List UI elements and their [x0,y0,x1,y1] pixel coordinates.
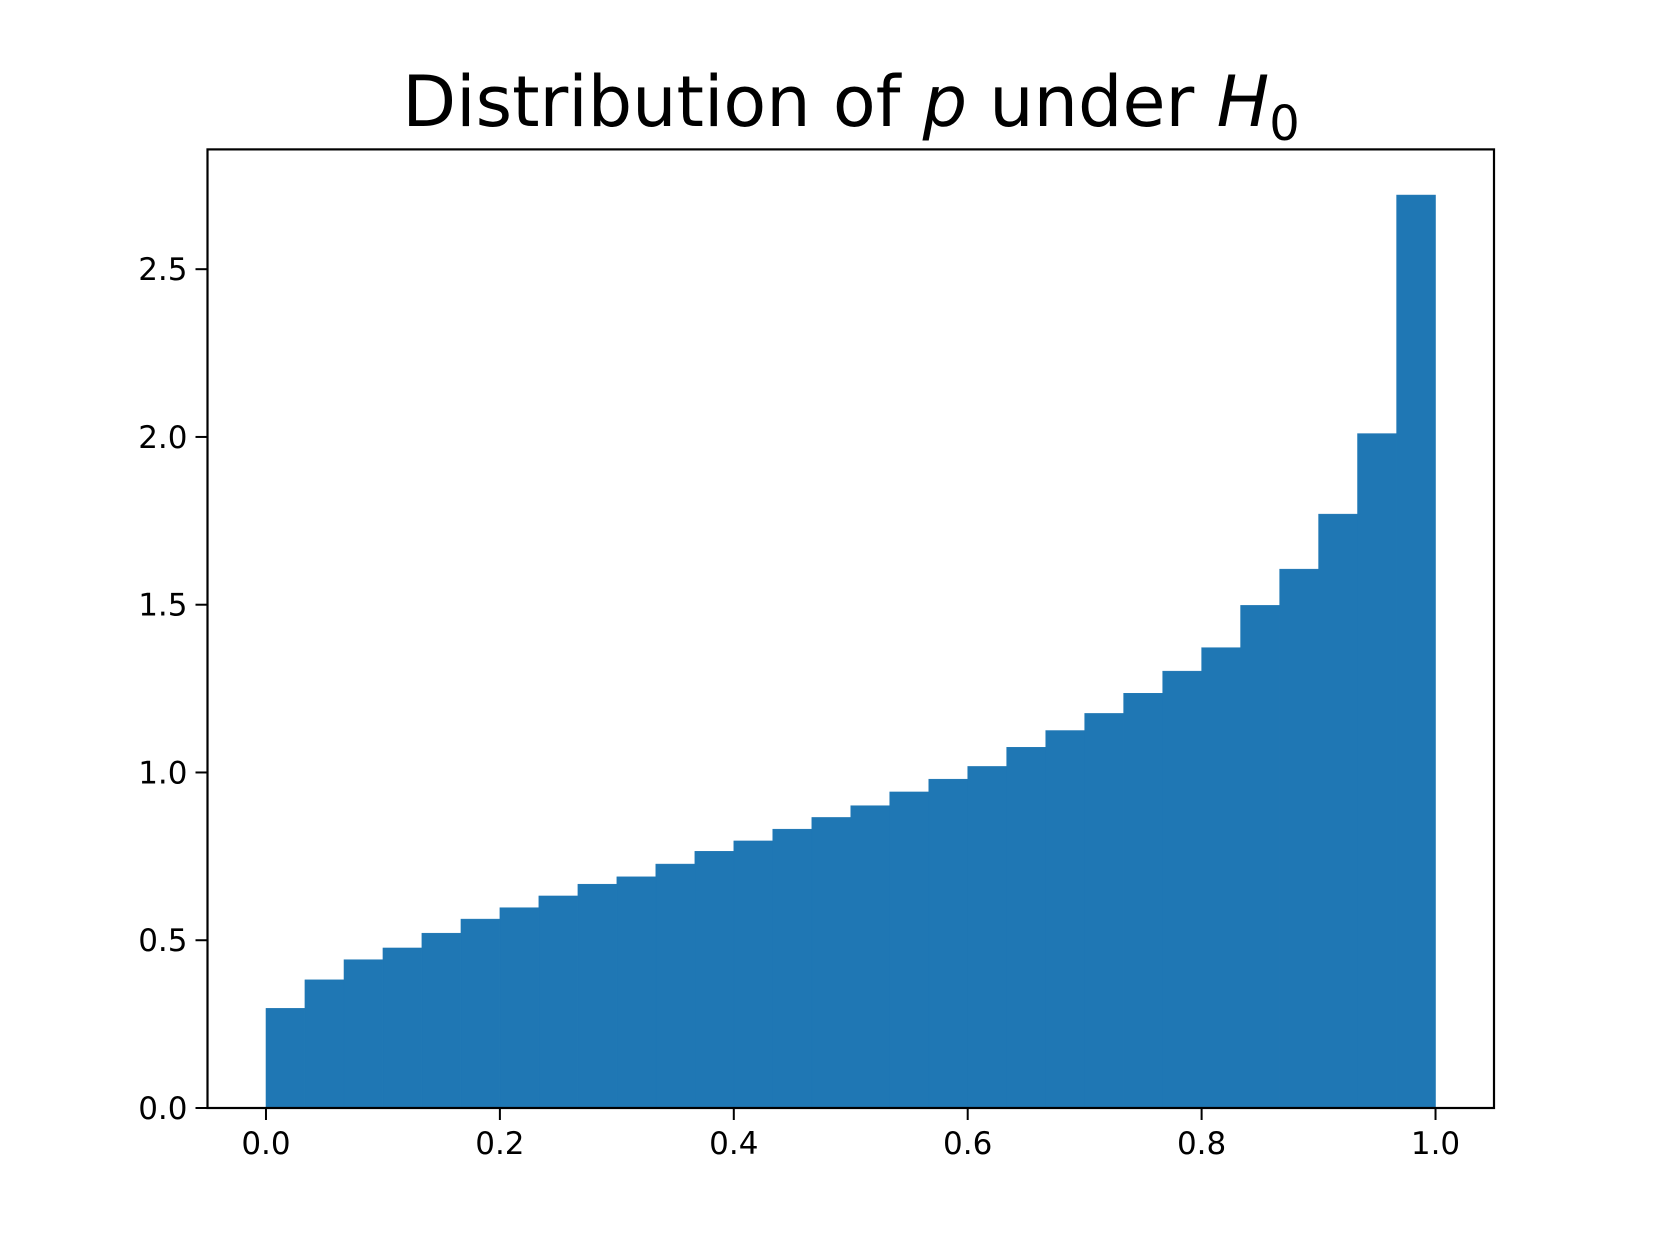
bar [1045,730,1085,1109]
bar [343,959,384,1109]
chart-title: Distribution of p under H0 [402,61,1300,152]
x-tick-label: 1.0 [1411,1126,1460,1162]
y-tick-label: 1.0 [138,755,187,791]
title-part: under [967,61,1217,143]
bar [538,895,579,1109]
y-tick-label: 2.5 [138,252,187,288]
axes-frame [206,148,1496,1110]
bar [1279,568,1319,1109]
bar [616,876,657,1109]
bar [733,840,773,1109]
bar [1162,670,1202,1109]
y-tick-label: 2.0 [138,420,187,456]
bar [1396,194,1436,1109]
bar [1084,713,1124,1109]
x-tick-label: 0.2 [475,1126,524,1162]
bar [1201,647,1241,1109]
bar [772,828,813,1109]
bar [460,918,501,1109]
bar [694,851,735,1109]
y-tick-label: 0.0 [138,1091,187,1127]
bar [928,778,968,1109]
title-part: 0 [1269,96,1300,152]
bar [499,907,540,1109]
title-part: Distribution of [402,61,922,143]
bar [382,947,423,1109]
y-tick-label: 0.5 [138,923,187,959]
bar [577,883,618,1109]
title-part: p [922,61,967,143]
x-tick-label: 0.0 [241,1126,290,1162]
bar [1240,605,1280,1109]
bar [967,766,1007,1109]
bar [811,817,851,1109]
y-tick-label: 1.5 [138,588,187,624]
x-tick-label: 0.8 [1177,1126,1226,1162]
bar [421,932,462,1109]
title-part: H [1217,61,1270,143]
bar [265,1008,306,1109]
bar [1318,513,1358,1109]
bar [304,979,345,1109]
x-tick-label: 0.6 [943,1126,992,1162]
bar [1006,747,1046,1109]
bar [655,863,696,1109]
x-tick-label: 0.4 [709,1126,758,1162]
bar [1123,693,1163,1109]
bar [1357,433,1397,1109]
plot-area: 0.0 0.2 0.4 0.6 0.8 1.0 0.0 0.5 1.0 1.5 2.0 2.5 [138,148,1496,1162]
bar [889,791,930,1109]
bar [850,805,890,1109]
